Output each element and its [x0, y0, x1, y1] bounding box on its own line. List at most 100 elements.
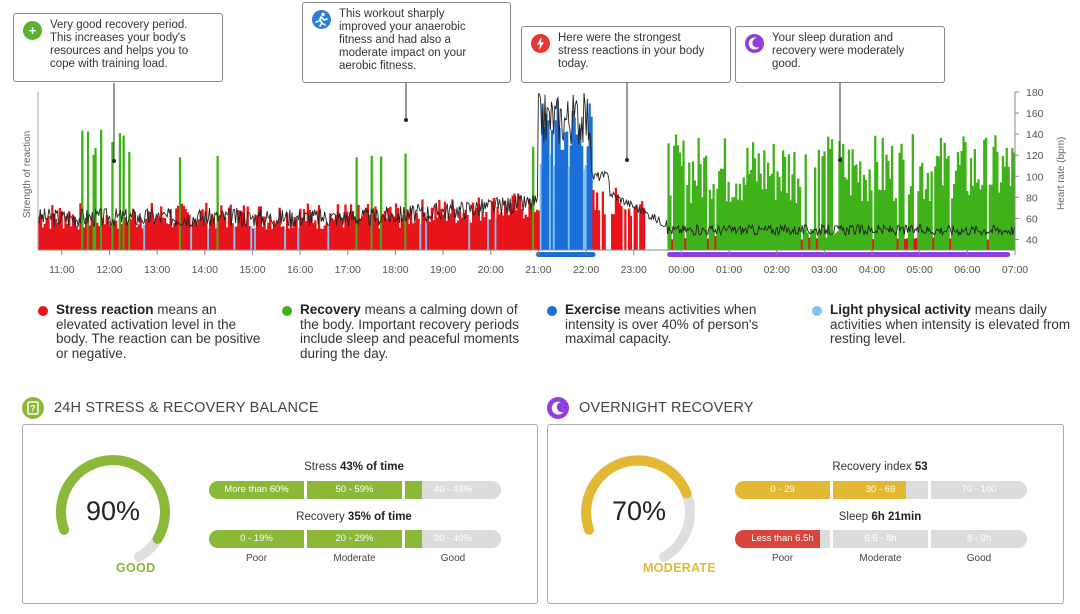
reaction-bar: [98, 226, 101, 250]
reaction-bar: [434, 205, 437, 250]
reaction-bar: [964, 142, 967, 250]
reaction-bar: [49, 228, 52, 250]
reaction-bar: [876, 162, 879, 250]
x-tick-label: 03:00: [811, 264, 837, 276]
y-tick-label: 160: [1026, 108, 1044, 120]
recovery-seg-good-fill: [405, 530, 422, 548]
reaction-bar: [378, 228, 381, 250]
callout-stress-text: Here were the strongest stress reactions…: [558, 32, 705, 70]
reaction-bar: [830, 139, 834, 250]
reaction-bar: [988, 184, 991, 250]
reaction-bar: [866, 201, 869, 250]
reaction-bar: [603, 214, 606, 250]
reaction-bar: [150, 202, 153, 250]
reaction-bar: [986, 239, 990, 250]
reaction-bar: [723, 138, 727, 250]
reaction-bar: [216, 155, 219, 250]
reaction-bar: [374, 206, 377, 250]
reaction-bar: [363, 210, 366, 250]
reaction-bar: [778, 176, 781, 250]
reaction-bar: [1005, 147, 1008, 250]
x-tick-label: 04:00: [859, 264, 885, 276]
y-tick-label: 140: [1026, 129, 1044, 141]
reaction-bar: [396, 208, 400, 250]
sleep-seg-good: 8 - 9h: [931, 530, 1027, 548]
callout-recovery: + Very good recovery period. This increa…: [13, 13, 223, 82]
reaction-bar: [953, 183, 956, 250]
x-tick-label: 15:00: [239, 264, 265, 276]
reaction-bar: [130, 219, 133, 250]
reaction-bar: [83, 227, 86, 250]
reaction-bar: [417, 218, 420, 250]
reaction-bar: [237, 210, 240, 250]
reaction-bar: [911, 134, 914, 250]
reaction-bar: [73, 216, 76, 250]
reaction-bar: [133, 211, 137, 250]
reaction-bar: [996, 151, 999, 250]
x-tick-label: 18:00: [382, 264, 408, 276]
reaction-bar: [329, 213, 332, 250]
reaction-bar: [436, 217, 439, 250]
reaction-bar: [398, 227, 401, 250]
legend-exercise-term: Exercise: [565, 302, 621, 317]
reaction-bar: [423, 212, 426, 250]
reaction-bar: [838, 141, 841, 250]
reaction-bar: [357, 204, 360, 250]
reaction-bar: [633, 206, 636, 250]
reaction-bar: [103, 224, 107, 250]
recovery-index-value: 53: [914, 461, 928, 473]
reaction-bar: [38, 216, 41, 250]
reaction-bar: [971, 186, 975, 250]
running-icon: [312, 10, 331, 29]
reaction-bar: [582, 169, 586, 250]
reaction-bar: [759, 173, 762, 250]
chart-bars-layer: [38, 100, 1016, 251]
reaction-bar: [834, 233, 837, 250]
reaction-bar: [924, 189, 928, 250]
reaction-bar: [372, 212, 375, 250]
reaction-bar: [210, 213, 214, 250]
reaction-bar: [158, 218, 161, 250]
reaction-bar: [573, 117, 576, 250]
reaction-bar: [346, 211, 349, 250]
sleep-bar-title: Sleep 6h 21min: [735, 511, 1025, 523]
reaction-bar: [746, 147, 749, 250]
reaction-bar: [430, 207, 433, 250]
reaction-bar: [614, 187, 618, 250]
reaction-bar: [509, 203, 512, 250]
reaction-bar: [906, 238, 909, 250]
reaction-bar: [118, 133, 122, 250]
reaction-bar: [404, 153, 407, 250]
stress-recovery-chart: 11:00 12:00 13:00 14:00 15:00 16:00 17:00 18:00…: [22, 83, 1067, 276]
reaction-bar: [39, 214, 43, 250]
balance-section-title: ? 24H STRESS & RECOVERY BALANCE: [22, 397, 319, 419]
reaction-bar: [513, 193, 516, 250]
reaction-bar: [701, 197, 704, 250]
sleep-title-value: 6h 21min: [871, 511, 922, 523]
x-tick-label: 23:00: [621, 264, 647, 276]
reaction-bar: [725, 201, 728, 250]
reaction-bar: [983, 139, 986, 250]
reaction-bar: [998, 192, 1001, 250]
recovery-seg-moderate: 20 - 29%: [307, 530, 402, 548]
reaction-bar: [1000, 182, 1003, 250]
reaction-bar: [844, 177, 847, 250]
reaction-bar: [782, 150, 785, 250]
y-axis-ticks: 40 60 80 100 120 140 160 180: [1014, 87, 1044, 250]
reaction-bar: [977, 179, 980, 250]
reaction-bar: [263, 216, 266, 250]
balance-foot-moderate: Moderate: [333, 553, 376, 564]
reaction-bar: [225, 227, 229, 250]
reaction-bar: [896, 238, 899, 250]
callout-workout-text: This workout sharply improved your anaer…: [339, 8, 467, 72]
x-tick-label: 01:00: [716, 264, 742, 276]
reaction-bar: [325, 222, 328, 250]
reaction-bar: [468, 220, 471, 250]
reaction-bar: [862, 174, 866, 250]
overnight-gauge-value: 70%: [611, 496, 667, 526]
reaction-bar: [859, 161, 862, 250]
reaction-bar: [306, 203, 309, 250]
legend-light-term: Light physical activity: [830, 302, 972, 317]
recovery-seg-good: 30 - 40%: [405, 530, 501, 548]
reaction-bar: [406, 209, 409, 250]
